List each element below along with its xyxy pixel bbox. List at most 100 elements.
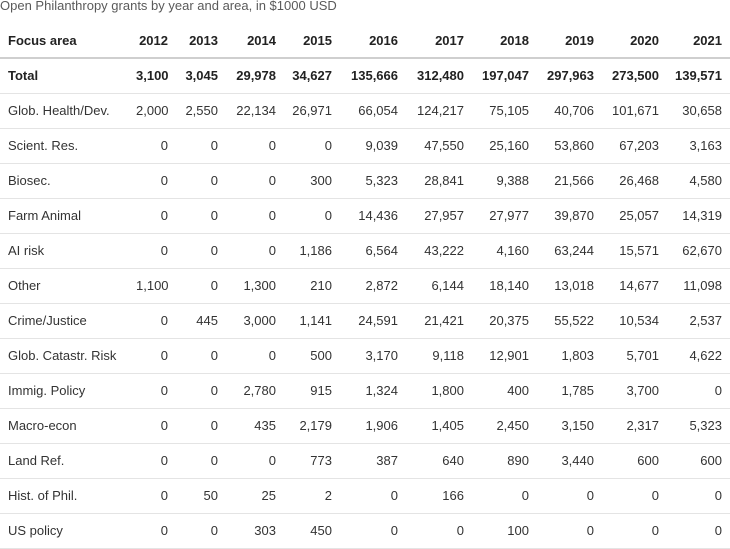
value-cell: 1,300 [226,268,284,304]
table-row: Land Ref. 0 0 0 773 387 640 890 3,440 600 600 [0,443,730,479]
value-cell: 3,163 [667,128,730,164]
value-cell: 1,800 [406,373,472,409]
value-cell: 11,098 [667,268,730,304]
value-cell: 26,468 [602,163,667,199]
value-cell: 24,591 [340,303,406,339]
value-cell: 297,963 [537,58,602,94]
value-cell: 27,977 [472,198,537,234]
value-cell: 47,550 [406,128,472,164]
grants-table: Focus area 2012 2013 2014 2015 2016 2017 2018 20… [0,23,730,549]
value-cell: 312,480 [406,58,472,94]
value-cell: 0 [128,408,176,444]
value-cell: 500 [284,338,340,374]
table-row: Hist. of Phil. 0 50 25 2 0 166 0 0 0 0 [0,478,730,514]
column-header-focus-area: Focus area [0,23,128,59]
value-cell: 2,317 [602,408,667,444]
value-cell: 273,500 [602,58,667,94]
value-cell: 0 [472,478,537,514]
value-cell: 4,160 [472,233,537,269]
value-cell: 0 [176,268,226,304]
value-cell: 139,571 [667,58,730,94]
value-cell: 28,841 [406,163,472,199]
value-cell: 0 [128,233,176,269]
focus-area-cell: Crime/Justice [0,303,128,339]
value-cell: 26,971 [284,93,340,129]
value-cell: 2,000 [128,93,176,129]
value-cell: 27,957 [406,198,472,234]
total-row: Total 3,100 3,045 29,978 34,627 135,666 312,48… [0,58,730,94]
value-cell: 4,622 [667,338,730,374]
column-header-year-2013: 2013 [176,23,226,59]
value-cell: 0 [537,478,602,514]
value-cell: 14,319 [667,198,730,234]
table-row: Other 1,100 0 1,300 210 2,872 6,144 18,140 13,01… [0,268,730,304]
value-cell: 2,179 [284,408,340,444]
value-cell: 303 [226,513,284,549]
value-cell: 30,658 [667,93,730,129]
table-row: Glob. Health/Dev. 2,000 2,550 22,134 26,971 6… [0,93,730,129]
value-cell: 55,522 [537,303,602,339]
value-cell: 124,217 [406,93,472,129]
value-cell: 14,436 [340,198,406,234]
value-cell: 2,450 [472,408,537,444]
focus-area-cell: Scient. Res. [0,128,128,164]
value-cell: 915 [284,373,340,409]
value-cell: 5,323 [667,408,730,444]
value-cell: 0 [176,513,226,549]
value-cell: 0 [340,513,406,549]
value-cell: 21,566 [537,163,602,199]
value-cell: 25,160 [472,128,537,164]
value-cell: 2,780 [226,373,284,409]
value-cell: 22,134 [226,93,284,129]
focus-area-cell: Immig. Policy [0,373,128,409]
value-cell: 20,375 [472,303,537,339]
value-cell: 3,000 [226,303,284,339]
table-body: Total 3,100 3,045 29,978 34,627 135,666 312,48… [0,58,730,549]
value-cell: 3,100 [128,58,176,94]
value-cell: 100 [472,513,537,549]
table-row: Biosec. 0 0 0 300 5,323 28,841 9,388 21,566 26,46… [0,163,730,199]
value-cell: 21,421 [406,303,472,339]
focus-area-cell: US policy [0,513,128,549]
value-cell: 4,580 [667,163,730,199]
value-cell: 0 [226,443,284,479]
value-cell: 2,550 [176,93,226,129]
value-cell: 435 [226,408,284,444]
table-header: Focus area 2012 2013 2014 2015 2016 2017 2018 20… [0,23,730,59]
table-row: Macro-econ 0 0 435 2,179 1,906 1,405 2,450 3,150… [0,408,730,444]
value-cell: 1,906 [340,408,406,444]
table-row: Scient. Res. 0 0 0 0 9,039 47,550 25,160 53,860 6… [0,128,730,164]
value-cell: 0 [176,198,226,234]
focus-area-cell: Glob. Catastr. Risk [0,338,128,374]
value-cell: 197,047 [472,58,537,94]
value-cell: 0 [602,513,667,549]
value-cell: 166 [406,478,472,514]
value-cell: 0 [667,478,730,514]
table-row: Immig. Policy 0 0 2,780 915 1,324 1,800 400 1,78… [0,373,730,409]
table-row: Crime/Justice 0 445 3,000 1,141 24,591 21,421 2… [0,303,730,339]
value-cell: 15,571 [602,233,667,269]
value-cell: 0 [537,513,602,549]
column-header-year-2014: 2014 [226,23,284,59]
value-cell: 0 [128,513,176,549]
value-cell: 3,045 [176,58,226,94]
value-cell: 53,860 [537,128,602,164]
table-caption: Open Philanthropy grants by year and are… [0,0,337,13]
value-cell: 13,018 [537,268,602,304]
value-cell: 3,150 [537,408,602,444]
value-cell: 101,671 [602,93,667,129]
value-cell: 445 [176,303,226,339]
focus-area-cell: Total [0,58,128,94]
table-row: Glob. Catastr. Risk 0 0 0 500 3,170 9,118 12,90… [0,338,730,374]
value-cell: 9,388 [472,163,537,199]
value-cell: 600 [667,443,730,479]
value-cell: 0 [176,443,226,479]
value-cell: 6,144 [406,268,472,304]
value-cell: 63,244 [537,233,602,269]
value-cell: 0 [226,128,284,164]
value-cell: 0 [128,303,176,339]
value-cell: 135,666 [340,58,406,94]
focus-area-cell: Hist. of Phil. [0,478,128,514]
value-cell: 600 [602,443,667,479]
focus-area-cell: AI risk [0,233,128,269]
